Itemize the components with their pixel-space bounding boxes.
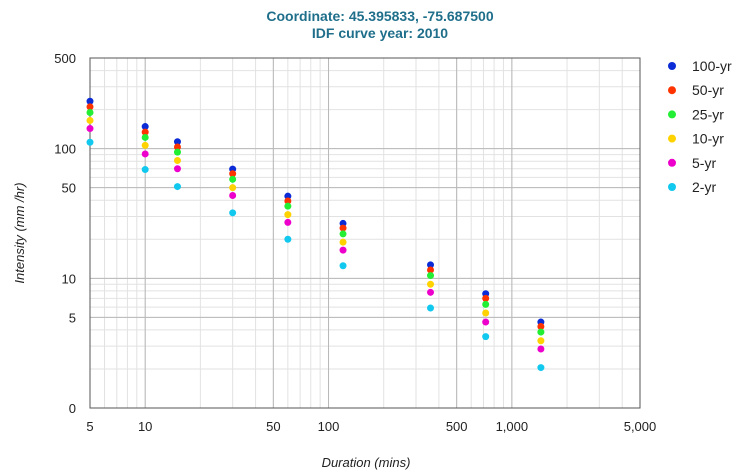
plot-frame: [89, 57, 641, 409]
data-point-50-yr: [339, 224, 347, 232]
data-point-25-yr: [537, 328, 545, 336]
data-point-5-yr: [427, 288, 435, 296]
plot-area: [90, 58, 640, 408]
data-point-25-yr: [427, 272, 435, 280]
data-point-25-yr: [229, 175, 237, 183]
legend-label-50-yr: 50-yr: [692, 82, 724, 98]
data-point-2-yr: [284, 235, 292, 243]
data-point-10-yr: [229, 184, 237, 192]
data-point-50-yr: [427, 266, 435, 274]
data-point-25-yr: [339, 230, 347, 238]
data-point-10-yr: [537, 337, 545, 345]
data-point-25-yr: [141, 133, 149, 141]
legend-label-10-yr: 10-yr: [692, 131, 724, 147]
data-point-25-yr: [173, 148, 181, 156]
data-point-2-yr: [482, 333, 490, 341]
data-point-5-yr: [229, 192, 237, 200]
data-point-2-yr: [229, 209, 237, 217]
data-point-10-yr: [284, 211, 292, 219]
data-point-10-yr: [427, 280, 435, 288]
data-point-25-yr: [284, 202, 292, 210]
data-point-2-yr: [339, 262, 347, 270]
y-tick-label: 10: [62, 271, 76, 286]
data-point-50-yr: [284, 197, 292, 205]
data-point-10-yr: [339, 238, 347, 246]
data-point-2-yr: [427, 304, 435, 312]
chart-title-line-1: Coordinate: 45.395833, -75.687500: [266, 8, 493, 24]
legend: 100-yr 50-yr 25-yr 10-yr 5-yr 2-yr: [668, 58, 732, 195]
y-tick-label: 100: [54, 142, 76, 157]
data-point-100-yr: [173, 138, 181, 146]
data-point-100-yr: [86, 97, 94, 105]
data-point-5-yr: [173, 165, 181, 173]
y-tick-label: 500: [54, 51, 76, 66]
data-point-100-yr: [427, 261, 435, 269]
data-point-2-yr: [86, 138, 94, 146]
x-axis-ticks: 5 10 50 100 500 1,000 5,000: [86, 419, 656, 434]
data-point-5-yr: [86, 124, 94, 132]
data-point-10-yr: [141, 141, 149, 149]
x-tick-label: 10: [138, 419, 152, 434]
legend-label-5-yr: 5-yr: [692, 155, 716, 171]
y-tick-label: 0: [69, 401, 76, 416]
data-point-50-yr: [537, 323, 545, 331]
y-axis-ticks: 0 5 10 50 100 500: [54, 51, 76, 416]
data-points: [86, 97, 545, 372]
data-point-2-yr: [537, 364, 545, 372]
data-point-50-yr: [86, 103, 94, 111]
x-tick-label: 500: [446, 419, 468, 434]
y-tick-label: 5: [69, 310, 76, 325]
chart-title-line-2: IDF curve year: 2010: [312, 25, 448, 41]
x-tick-label: 50: [266, 419, 280, 434]
data-point-25-yr: [482, 300, 490, 308]
y-tick-label: 50: [62, 181, 76, 196]
x-tick-label: 1,000: [496, 419, 529, 434]
data-point-50-yr: [141, 128, 149, 136]
x-tick-label: 100: [318, 419, 340, 434]
data-point-5-yr: [141, 150, 149, 158]
legend-label-25-yr: 25-yr: [692, 106, 724, 122]
legend-marker-10-yr: [668, 134, 676, 143]
y-axis-label: Intensity (mm /hr): [12, 182, 27, 283]
data-point-2-yr: [141, 166, 149, 174]
data-point-5-yr: [537, 345, 545, 353]
legend-label-2-yr: 2-yr: [692, 179, 716, 195]
legend-marker-25-yr: [668, 110, 676, 119]
legend-marker-50-yr: [668, 86, 676, 95]
legend-marker-5-yr: [668, 158, 676, 167]
x-tick-label: 5: [86, 419, 93, 434]
data-point-50-yr: [482, 294, 490, 302]
data-point-5-yr: [284, 218, 292, 226]
data-point-50-yr: [229, 170, 237, 178]
data-point-100-yr: [284, 192, 292, 200]
x-axis-label: Duration (mins): [322, 455, 411, 470]
legend-marker-2-yr: [668, 183, 676, 191]
legend-label-100-yr: 100-yr: [692, 58, 732, 74]
data-point-10-yr: [86, 116, 94, 124]
data-point-10-yr: [173, 157, 181, 165]
data-point-50-yr: [173, 143, 181, 151]
data-point-2-yr: [173, 183, 181, 191]
data-point-100-yr: [141, 123, 149, 131]
x-tick-label: 5,000: [624, 419, 657, 434]
data-point-5-yr: [339, 246, 347, 254]
data-point-5-yr: [482, 318, 490, 326]
data-point-25-yr: [86, 108, 94, 116]
data-point-10-yr: [482, 309, 490, 317]
legend-marker-100-yr: [668, 62, 676, 70]
